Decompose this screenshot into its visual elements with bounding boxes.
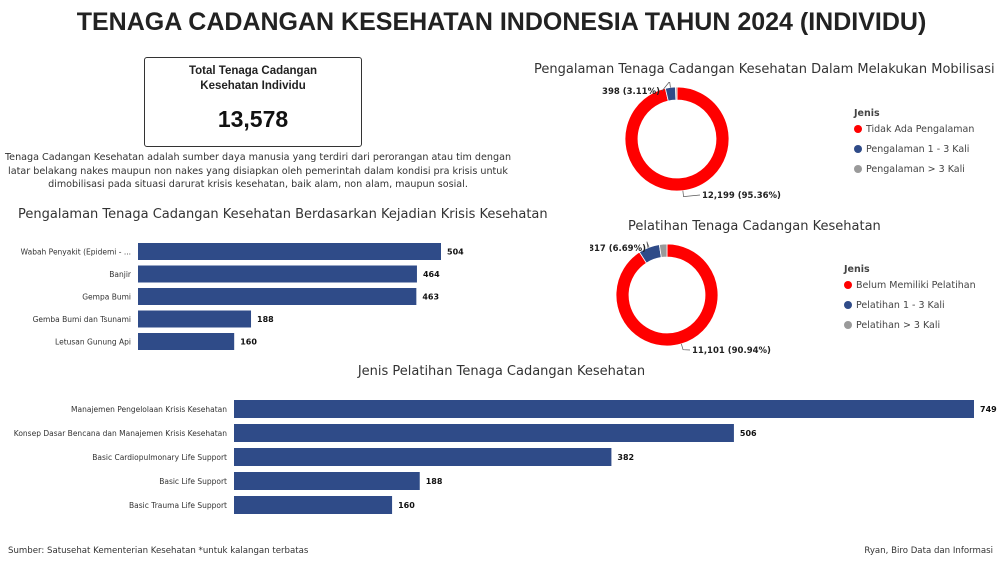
bar[interactable] <box>234 472 420 490</box>
bar[interactable] <box>234 400 974 418</box>
bar-category-label: Konsep Dasar Bencana dan Manajemen Krisi… <box>14 429 227 438</box>
kpi-value: 13,578 <box>217 106 289 132</box>
bar-value-label: 188 <box>426 477 443 486</box>
donut-slice[interactable] <box>658 243 668 258</box>
bar-value-label: 749 <box>980 405 997 414</box>
legend-swatch-red <box>844 281 852 289</box>
bar[interactable] <box>138 265 417 283</box>
bar[interactable] <box>234 424 734 442</box>
mobilization-legend: Jenis Tidak Ada Pengalaman Pengalaman 1 … <box>854 108 974 175</box>
legend-label: Pengalaman > 3 Kali <box>866 164 965 175</box>
legend-item-no-experience[interactable]: Tidak Ada Pengalaman <box>854 124 974 135</box>
bar-value-label: 463 <box>422 293 439 302</box>
bar[interactable] <box>234 496 393 514</box>
legend-swatch-navy <box>854 145 862 153</box>
data-label-leader <box>681 343 691 351</box>
donut-data-label: 817 (6.69%) <box>590 244 646 254</box>
bar-category-label: Basic Cardiopulmonary Life Support <box>92 453 227 462</box>
bar[interactable] <box>138 310 252 328</box>
training-types-bar-chart: Manajemen Pengelolaan Krisis Kesehatan 74… <box>14 400 997 514</box>
bar-value-label: 160 <box>398 501 415 510</box>
crisis-bar-chart: Wabah Penyakit (Epidemi - ... 504 Banjir 46… <box>21 243 464 350</box>
bar-value-label: 504 <box>447 248 464 257</box>
bar-value-label: 382 <box>617 453 634 462</box>
legend-item-experience-1-3[interactable]: Pengalaman 1 - 3 Kali <box>854 144 974 155</box>
legend-swatch-red <box>854 125 862 133</box>
bar-category-label: Gemba Bumi dan Tsunami <box>33 315 131 324</box>
training-donut-chart: 11,101 (90.94%) 817 (6.69%) <box>590 241 771 356</box>
bar-value-label: 188 <box>257 315 274 324</box>
bar-value-label: 464 <box>423 270 440 279</box>
legend-swatch-gray <box>854 165 862 173</box>
legend-label: Pengalaman 1 - 3 Kali <box>866 144 970 155</box>
crisis-chart-title: Pengalaman Tenaga Cadangan Kesehatan Ber… <box>18 207 548 222</box>
legend-swatch-gray <box>844 321 852 329</box>
bar-value-label: 506 <box>740 429 757 438</box>
description-text: Tenaga Cadangan Kesehatan adalah sumber … <box>4 152 512 191</box>
legend-item-no-training[interactable]: Belum Memiliki Pelatihan <box>844 280 976 291</box>
legend-label: Tidak Ada Pengalaman <box>866 124 975 135</box>
data-label-leader <box>646 241 650 249</box>
training-chart-title: Pelatihan Tenaga Cadangan Kesehatan <box>628 219 881 234</box>
kpi-card-total: Total Tenaga Cadangan Kesehatan Individu… <box>144 57 362 147</box>
donut-data-label: 11,101 (90.94%) <box>692 346 771 356</box>
data-label-leader <box>661 82 671 92</box>
footer-source: Sumber: Satusehat Kementerian Kesehatan … <box>8 546 309 556</box>
legend-item-experience-over-3[interactable]: Pengalaman > 3 Kali <box>854 164 974 175</box>
training-types-chart-title: Jenis Pelatihan Tenaga Cadangan Kesehata… <box>357 364 646 379</box>
mobilization-chart-title: Pengalaman Tenaga Cadangan Kesehatan Dal… <box>534 62 995 77</box>
legend-label: Pelatihan 1 - 3 Kali <box>856 300 945 311</box>
bar-category-label: Banjir <box>109 270 132 279</box>
donut-data-label: 12,199 (95.36%) <box>702 191 781 201</box>
bar[interactable] <box>138 333 235 350</box>
bar-value-label: 160 <box>240 338 257 347</box>
donut-data-label: 398 (3.11%) <box>602 87 660 97</box>
legend-label: Pelatihan > 3 Kali <box>856 320 941 331</box>
data-label-leader <box>682 190 701 198</box>
mobilization-donut-chart: 12,199 (95.36%) 398 (3.11%) <box>602 82 781 201</box>
bar-category-label: Wabah Penyakit (Epidemi - ... <box>21 248 131 257</box>
bar-category-label: Gempa Bumi <box>82 293 131 302</box>
bar[interactable] <box>138 243 441 260</box>
bar-category-label: Letusan Gunung Api <box>55 338 131 347</box>
dashboard-title: TENAGA CADANGAN KESEHATAN INDONESIA TAHU… <box>76 8 927 36</box>
bar[interactable] <box>138 288 417 305</box>
bar-category-label: Basic Trauma Life Support <box>129 501 227 510</box>
bar-category-label: Basic Life Support <box>159 477 227 486</box>
donut-slice[interactable] <box>615 243 719 347</box>
training-legend: Jenis Belum Memiliki Pelatihan Pelatihan… <box>844 264 976 331</box>
legend-item-training-1-3[interactable]: Pelatihan 1 - 3 Kali <box>844 300 976 311</box>
donut-slice[interactable] <box>675 86 678 101</box>
kpi-label: Total Tenaga Cadangan Kesehatan Individu <box>188 65 317 92</box>
bar-category-label: Manajemen Pengelolaan Krisis Kesehatan <box>71 405 227 414</box>
bar[interactable] <box>234 448 612 466</box>
legend-swatch-navy <box>844 301 852 309</box>
legend-item-training-over-3[interactable]: Pelatihan > 3 Kali <box>844 320 976 331</box>
legend-label: Belum Memiliki Pelatihan <box>856 280 976 291</box>
footer-credit: Ryan, Biro Data dan Informasi <box>864 546 993 556</box>
legend-title: Jenis <box>854 108 880 119</box>
donut-slice[interactable] <box>624 86 730 192</box>
legend-title: Jenis <box>844 264 870 275</box>
